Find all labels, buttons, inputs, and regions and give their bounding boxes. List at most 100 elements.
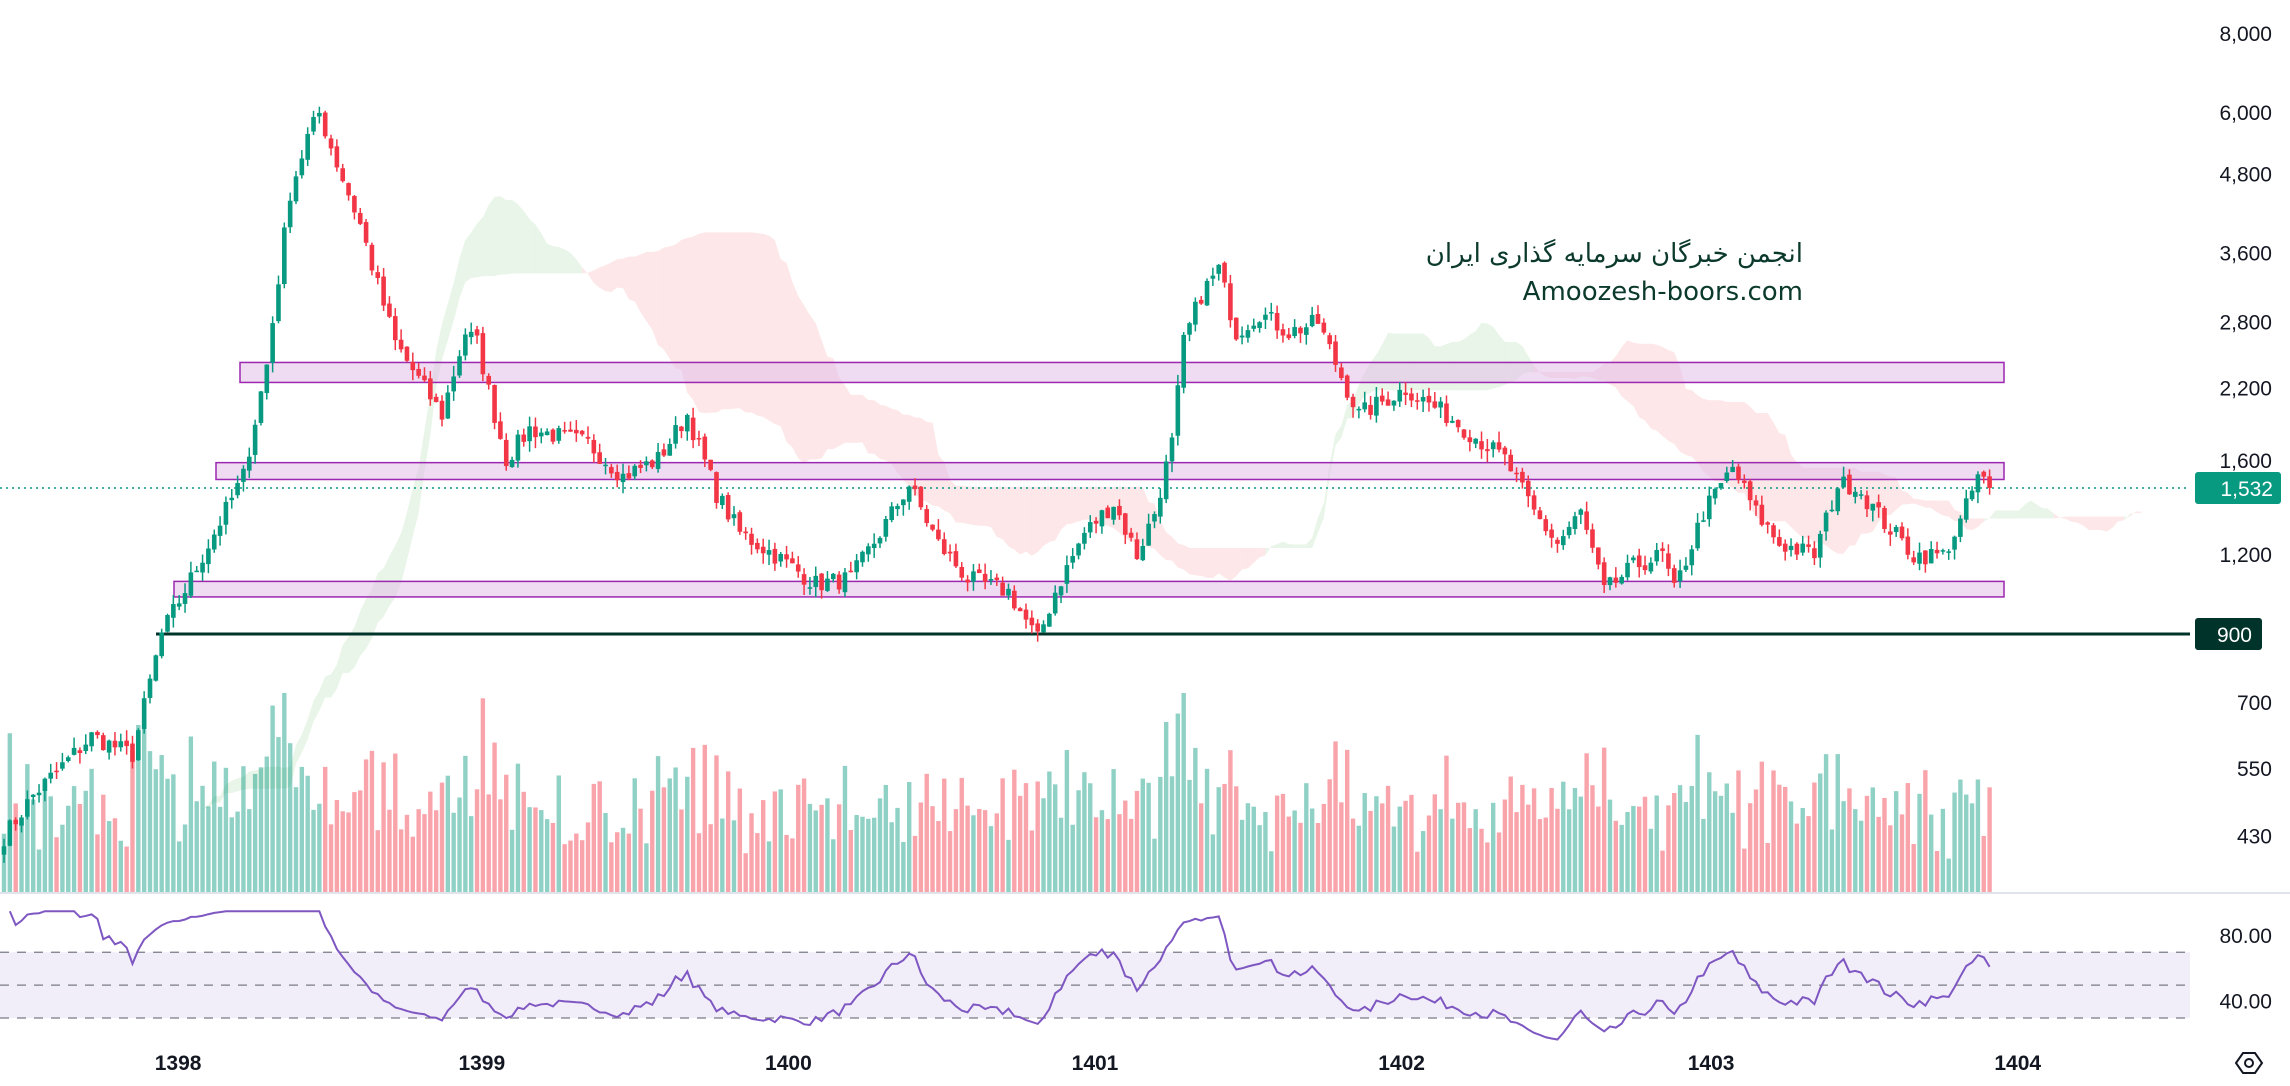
settings-icon[interactable] <box>2234 1052 2264 1074</box>
cloud-segment <box>325 674 332 698</box>
candle-body <box>1087 522 1093 533</box>
volume-bar <box>1853 809 1858 893</box>
volume-bar <box>696 833 702 893</box>
candle-body <box>720 495 725 506</box>
cloud-segment <box>1160 520 1167 561</box>
volume-bar <box>229 817 234 893</box>
volume-bar <box>486 794 491 893</box>
volume-bar <box>1415 851 1420 893</box>
cloud-segment <box>342 636 349 673</box>
volume-bar <box>842 765 848 893</box>
candle-body <box>924 509 930 524</box>
volume-bar <box>1403 800 1408 893</box>
candle-body <box>486 375 492 385</box>
cloud-segment <box>1866 471 1873 534</box>
cloud-segment <box>1183 545 1190 575</box>
candle-body <box>60 762 65 769</box>
volume-bar <box>1806 816 1811 893</box>
volume-bar <box>1269 851 1274 893</box>
cloud-segment <box>780 259 787 442</box>
volume-bar <box>1257 825 1262 893</box>
volume-bar <box>1082 772 1087 893</box>
candle-body <box>200 562 205 573</box>
cloud-segment <box>494 196 501 276</box>
volume-bar <box>1642 796 1648 893</box>
volume-bar <box>1940 808 1946 893</box>
cloud-segment <box>1037 486 1044 553</box>
cloud-segment <box>1212 547 1219 579</box>
candle-body <box>130 743 135 762</box>
candle-body <box>1706 495 1712 520</box>
cloud-segment <box>447 283 454 341</box>
cloud-segment <box>739 232 746 413</box>
cloud-segment <box>2112 516 2119 529</box>
volume-bar <box>796 784 801 893</box>
candle-body <box>445 392 451 419</box>
candle-body <box>165 615 170 632</box>
cloud-segment <box>885 405 892 465</box>
candle-body <box>1648 562 1654 572</box>
candle-body <box>363 222 369 243</box>
volume-bar <box>871 817 877 893</box>
volume-bar <box>1590 785 1595 893</box>
time-axis[interactable]: 1398 1399 1400 1401 1402 1403 1404 <box>155 1052 2042 1075</box>
volume-bar <box>1496 832 1502 893</box>
candle-body <box>36 792 42 796</box>
candle-body <box>842 572 848 593</box>
cloud-segment <box>973 486 980 526</box>
candle-body <box>1782 543 1788 552</box>
cloud-segment <box>1703 398 1710 477</box>
candle-body <box>1905 536 1911 555</box>
volume-bar <box>1654 795 1659 893</box>
candle-body <box>1000 582 1005 596</box>
candle-body <box>1099 510 1105 527</box>
cloud-segment <box>477 217 483 278</box>
candle-body <box>1181 334 1186 388</box>
cloud-segment <box>1750 406 1756 517</box>
candle-body <box>1701 520 1706 522</box>
cloud-segment <box>891 408 898 473</box>
candle-body <box>1718 483 1724 489</box>
volume-bar <box>953 809 959 893</box>
volume-bar <box>1783 786 1788 893</box>
cloud-segment <box>336 645 343 689</box>
candle-body <box>188 572 194 596</box>
candle-body <box>282 227 287 285</box>
cloud-segment <box>1715 400 1721 482</box>
volume-bar <box>311 809 316 893</box>
candle-body <box>1666 553 1671 569</box>
volume-bar <box>1975 779 1981 893</box>
volume-bar <box>1304 783 1309 893</box>
volume-bar <box>60 824 65 893</box>
candle-body <box>509 459 515 468</box>
time-tick-label: 1402 <box>1378 1052 1425 1075</box>
candle-body <box>1344 375 1350 398</box>
volume-bar <box>1426 815 1432 893</box>
volume-bar <box>334 799 340 893</box>
candle-body <box>217 525 223 536</box>
candle-body <box>1794 543 1800 555</box>
cloud-segment <box>243 771 250 790</box>
volume-bar <box>7 733 13 893</box>
candle-body <box>1245 330 1251 338</box>
cloud-segment <box>220 784 226 803</box>
price-tick-label: 2,800 <box>2219 311 2272 334</box>
candle-body <box>1841 476 1846 488</box>
horizontal-zones[interactable] <box>0 361 2190 636</box>
price-axis[interactable]: 8,000 6,000 4,800 3,600 2,800 2,200 1,600 1,200… <box>2195 23 2281 1014</box>
volume-bar <box>1677 785 1683 893</box>
volume-bar <box>685 776 690 893</box>
candle-body <box>287 200 293 228</box>
cloud-segment <box>1177 543 1184 570</box>
volume-bar <box>1420 831 1426 893</box>
volume-bar <box>1917 793 1922 893</box>
volume-bar <box>165 778 170 893</box>
candle-body <box>299 158 305 176</box>
cloud-segment <box>1948 500 1955 522</box>
price-tick-label: 2,200 <box>2219 378 2272 401</box>
candle-body <box>48 772 54 779</box>
volume-bar <box>200 785 205 893</box>
volume-bar <box>1292 810 1297 893</box>
candle-body <box>503 439 509 467</box>
